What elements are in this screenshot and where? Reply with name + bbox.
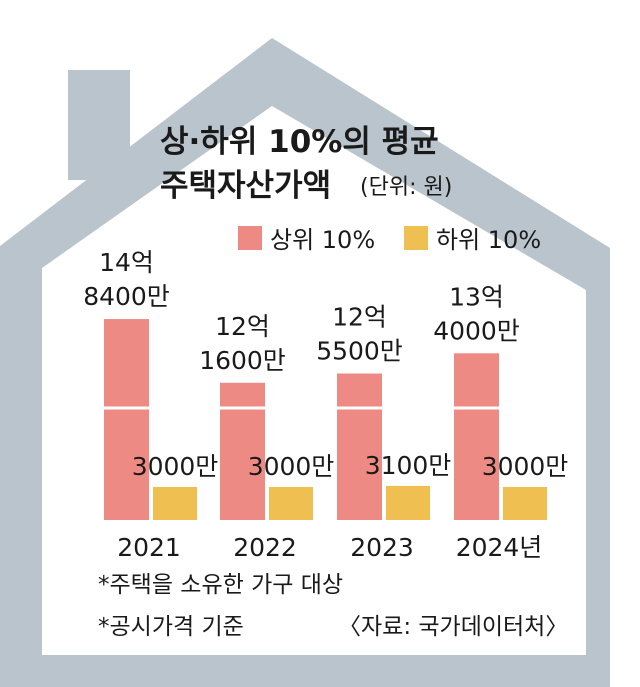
value-label-top-1-a: 12억 <box>215 312 270 341</box>
bar-top-3 <box>454 353 499 520</box>
unit-label: (단위: 원) <box>360 175 452 200</box>
category-label-2: 2023 <box>350 533 414 562</box>
value-label-bottom-2: 3100만 <box>365 451 452 480</box>
bar-bottom-3 <box>503 487 547 520</box>
value-label-top-0-a: 14억 <box>99 248 154 277</box>
value-label-top-2-a: 12억 <box>332 303 387 332</box>
house-frame <box>0 38 610 687</box>
value-label-top-1-b: 1600만 <box>199 346 286 375</box>
bar-top-2 <box>337 373 382 520</box>
legend-label-top: 상위 10% <box>270 226 375 254</box>
bar-bottom-0 <box>153 487 197 520</box>
chart-title-line1: 상·하위 10%의 평균 <box>160 124 439 160</box>
value-label-bottom-3: 3000만 <box>482 452 569 481</box>
bar-bottom-2 <box>386 485 430 520</box>
legend-swatch-bottom <box>404 226 428 250</box>
value-label-top-3-b: 4000만 <box>433 316 520 345</box>
value-label-top-3-a: 13억 <box>449 282 504 311</box>
source-label: 〈자료: 국가데이터처〉 <box>338 614 568 640</box>
bar-top-1 <box>220 382 265 520</box>
legend-label-bottom: 하위 10% <box>436 226 541 254</box>
value-label-bottom-0: 3000만 <box>132 452 219 481</box>
chart-title-line2: 주택자산가액 <box>160 168 331 204</box>
value-label-bottom-1: 3000만 <box>248 452 335 481</box>
bar-top-0 <box>104 319 149 520</box>
category-label-3: 2024년 <box>456 533 543 562</box>
bar-bottom-1 <box>269 487 313 520</box>
house-chimney <box>68 70 130 180</box>
legend-swatch-top <box>238 226 262 250</box>
category-label-1: 2022 <box>233 533 297 562</box>
category-label-0: 2021 <box>117 533 181 562</box>
value-label-top-2-b: 5500만 <box>316 337 403 366</box>
footnote-official-price: *공시가격 기준 <box>98 614 244 640</box>
bar-group: 14억 8400만 3000만 2021 12억 1600만 3000만 2022 12억 550… <box>83 248 568 562</box>
value-label-top-0-b: 8400만 <box>83 282 170 311</box>
footnote-ownership: *주택을 소유한 가구 대상 <box>98 572 343 598</box>
